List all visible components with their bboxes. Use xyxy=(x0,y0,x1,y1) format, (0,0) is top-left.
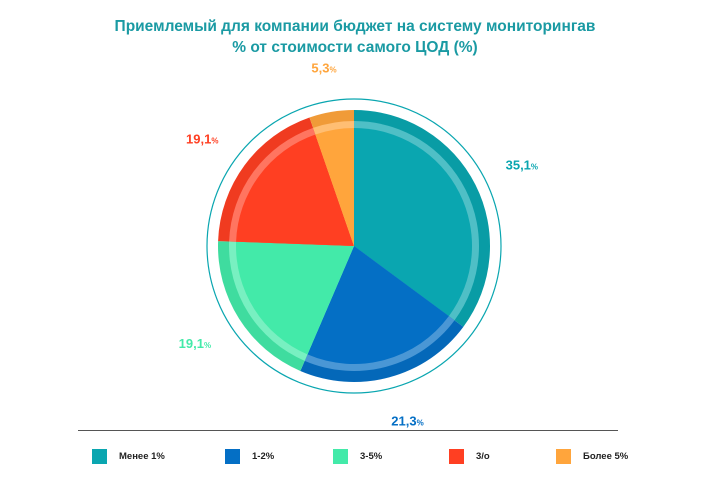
legend-item: 1-2% xyxy=(225,449,274,464)
data-label: 5,3% xyxy=(311,61,336,76)
data-label: 21,3% xyxy=(391,414,423,429)
chart-legend: Менее 1% 1-2% 3-5% 3/о Более 5% xyxy=(0,449,710,469)
pie-slice xyxy=(354,110,490,327)
pie-slice xyxy=(218,241,354,371)
legend-swatch xyxy=(333,449,348,464)
legend-swatch xyxy=(449,449,464,464)
pie-slice xyxy=(309,110,354,246)
legend-swatch xyxy=(225,449,240,464)
legend-label: 1-2% xyxy=(252,451,275,462)
legend-swatch xyxy=(556,449,571,464)
chart-title: Приемлемый для компании бюджет на систем… xyxy=(0,16,710,58)
chart-title-line-1: Приемлемый для компании бюджет на систем… xyxy=(114,18,596,35)
data-label: 35,1% xyxy=(506,158,538,173)
legend-item: Менее 1% xyxy=(92,449,165,464)
pie-chart: 35,1% 21,3% 19,1% 19,1% 5,3% xyxy=(179,61,538,429)
legend-item: 3-5% xyxy=(333,449,382,464)
pie-slice xyxy=(218,117,354,246)
legend-label: 3/о xyxy=(476,451,490,462)
pie-slice xyxy=(300,246,464,382)
legend-item: Более 5% xyxy=(556,449,628,464)
legend-item: 3/о xyxy=(449,449,490,464)
legend-swatch xyxy=(92,449,107,464)
legend-divider xyxy=(78,430,618,431)
data-label: 19,1% xyxy=(186,131,218,146)
outer-ring xyxy=(206,98,502,394)
legend-label: Более 5% xyxy=(583,451,629,462)
data-label: 19,1% xyxy=(179,336,211,351)
legend-label: Менее 1% xyxy=(119,451,165,462)
legend-label: 3-5% xyxy=(360,451,383,462)
chart-title-line-2: % от стоимости самого ЦОД (%) xyxy=(232,39,478,56)
